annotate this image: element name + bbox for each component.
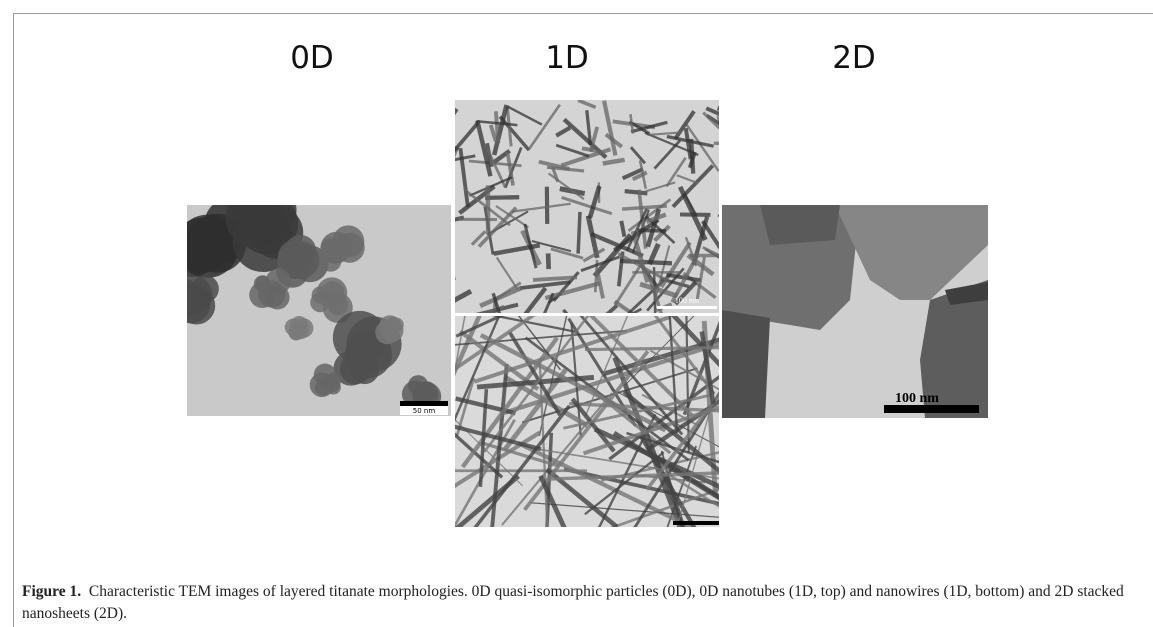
nanotube [424, 109, 457, 157]
scale-bar [673, 521, 719, 525]
particle [233, 190, 275, 232]
particle [172, 285, 210, 323]
particle [310, 292, 330, 312]
particle [328, 295, 348, 315]
tem-image-0d [168, 186, 451, 416]
scale-label: 100 nm [675, 296, 700, 305]
caption-text: Characteristic TEM images of layered tit… [22, 583, 1124, 622]
scale-bar [400, 401, 448, 406]
scale-bar [884, 405, 979, 413]
nanotube [625, 191, 648, 193]
particle [390, 318, 404, 332]
scale-label: 100 nm [895, 391, 939, 406]
particle [320, 250, 341, 271]
figure-caption: Figure 1. Characteristic TEM images of l… [22, 581, 1132, 625]
nanotube [548, 253, 549, 269]
tem-image-2d [722, 205, 988, 418]
panel-label: 2D [832, 40, 876, 76]
figure: 0D 1D 2D 50 nm 100 nm 100 nm [0, 0, 1153, 580]
nanotube [714, 143, 739, 144]
particle [413, 385, 432, 404]
particle [288, 324, 304, 340]
nanotube [485, 197, 519, 198]
scale-label: 50 nm [413, 407, 436, 415]
nanotube [620, 261, 672, 263]
particle [326, 380, 341, 395]
caption-label: Figure 1. [22, 583, 81, 600]
scale-bar [657, 306, 717, 309]
nanotube [440, 147, 457, 188]
panel-label: 1D [545, 40, 589, 76]
nanotube [533, 277, 577, 280]
panel-label: 0D [290, 40, 334, 76]
particle [256, 275, 271, 290]
nanotube [578, 212, 580, 254]
nanotube [718, 108, 745, 117]
